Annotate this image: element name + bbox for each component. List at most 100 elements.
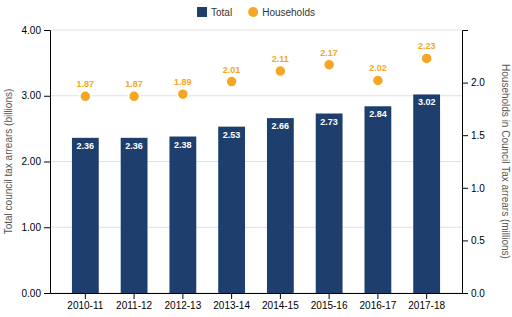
tick-mark — [462, 240, 468, 241]
bar — [72, 138, 99, 293]
tick-mark — [44, 30, 50, 31]
legend-label: Total — [211, 7, 232, 18]
tick-mark — [134, 293, 135, 299]
tick: 1.0 — [462, 183, 485, 194]
bar — [218, 127, 245, 293]
dot — [80, 91, 91, 102]
bar — [413, 94, 440, 293]
tick: 2014-15 — [262, 293, 299, 311]
grid — [50, 30, 462, 293]
legend-swatch — [248, 7, 258, 17]
tick: 3.00 — [22, 90, 50, 101]
dot — [421, 53, 432, 64]
y-axis: 0.00 1.00 2.00 3.00 4.00 — [22, 25, 51, 299]
tick-label: 0.00 — [22, 288, 42, 299]
tick-mark — [462, 83, 468, 84]
axis-line — [44, 31, 51, 294]
bar — [267, 118, 294, 293]
chart: 2010-112011-122012-132013-142014-152015-… — [0, 0, 512, 317]
y2-axis-title: Households in Council Tax arrears (milli… — [500, 64, 511, 259]
tick-label: 2012-13 — [165, 300, 202, 311]
tick-label: 2017-18 — [408, 300, 445, 311]
axis-line — [51, 293, 463, 294]
data-label: 2.17 — [320, 48, 338, 58]
legend-label: Households — [262, 7, 315, 18]
dot — [275, 66, 286, 77]
data-label: 3.02 — [418, 97, 436, 107]
tick: 2016-17 — [360, 293, 397, 311]
legend-item: Households — [248, 7, 315, 18]
data-labels: 2.362.362.382.532.662.732.843.021.871.87… — [77, 41, 436, 150]
tick-label: 2014-15 — [262, 300, 299, 311]
data-label: 1.87 — [77, 79, 95, 89]
data-label: 1.89 — [174, 77, 192, 87]
tick-label: 2.0 — [471, 77, 485, 88]
tick-label: 0.5 — [471, 235, 485, 246]
tick-label: 2011-12 — [116, 300, 152, 311]
tick-label: 4.00 — [22, 25, 42, 36]
tick-mark — [462, 293, 468, 294]
x-axis: 2010-112011-122012-132013-142014-152015-… — [51, 293, 463, 311]
data-label: 2.36 — [125, 141, 143, 151]
tick: 2010-11 — [67, 293, 103, 311]
dot — [226, 76, 237, 87]
grid-line — [50, 161, 462, 162]
tick: 2.00 — [22, 156, 50, 167]
data-label: 2.38 — [174, 140, 192, 150]
tick-mark — [182, 293, 183, 299]
legend-swatch — [197, 7, 207, 17]
y2-axis: 0.0 0.5 1.0 1.5 2.0 — [462, 31, 485, 299]
tick-label: 1.0 — [471, 183, 485, 194]
data-label: 1.87 — [125, 79, 143, 89]
dot — [324, 59, 335, 70]
dot — [177, 89, 188, 100]
data-label: 2.01 — [223, 65, 241, 75]
tick-mark — [44, 293, 50, 294]
tick-label: 2010-11 — [67, 300, 103, 311]
tick-mark — [462, 135, 468, 136]
tick-mark — [44, 162, 50, 163]
tick-label: 2015-16 — [311, 300, 348, 311]
tick-mark — [426, 293, 427, 299]
bar — [121, 138, 148, 293]
tick: 1.00 — [22, 222, 50, 233]
tick: 2011-12 — [116, 293, 152, 311]
tick-label: 0.0 — [471, 288, 485, 299]
bar — [364, 106, 391, 293]
tick: 2.0 — [462, 77, 485, 88]
data-label: 2.66 — [272, 121, 290, 131]
axis-line — [463, 31, 469, 294]
legend-item: Total — [197, 7, 232, 18]
data-label: 2.23 — [418, 41, 436, 51]
tick-label: 2.00 — [22, 156, 42, 167]
data-label: 2.36 — [77, 141, 95, 151]
grid-line — [50, 95, 462, 96]
tick: 0.0 — [462, 288, 485, 299]
tick-mark — [462, 188, 468, 189]
tick: 2017-18 — [408, 293, 445, 311]
tick: 4.00 — [22, 25, 50, 36]
tick-mark — [44, 96, 50, 97]
marks — [72, 53, 440, 293]
y-axis-title: Total council tax arrears (billions) — [3, 89, 14, 235]
tick-label: 3.00 — [22, 90, 42, 101]
bar — [169, 137, 196, 293]
data-label: 2.73 — [320, 117, 338, 127]
tick-label: 2016-17 — [360, 300, 397, 311]
grid-line — [50, 30, 462, 31]
tick-label: 1.5 — [471, 130, 485, 141]
tick: 2012-13 — [165, 293, 202, 311]
tick: 2015-16 — [311, 293, 348, 311]
data-label: 2.11 — [272, 54, 289, 64]
tick: 1.5 — [462, 130, 485, 141]
bar — [316, 114, 343, 293]
legend: Total Households — [197, 7, 315, 18]
data-label: 2.02 — [369, 63, 387, 73]
dot — [372, 75, 383, 86]
grid-line — [50, 293, 462, 294]
tick-mark — [329, 293, 330, 299]
dot — [129, 91, 140, 102]
tick: 0.00 — [22, 288, 50, 299]
grid-line — [50, 227, 462, 228]
tick: 0.5 — [462, 235, 485, 246]
